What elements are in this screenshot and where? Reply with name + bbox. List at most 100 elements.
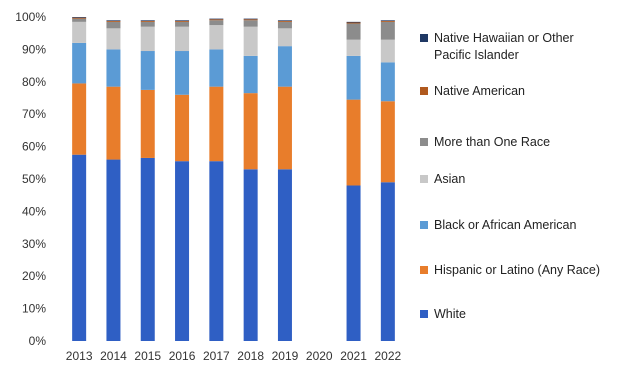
legend-swatch — [420, 266, 428, 274]
bar-segment — [243, 19, 258, 21]
y-tick-label: 80% — [22, 75, 46, 89]
bar-segment — [380, 39, 395, 63]
bar-segment — [243, 26, 258, 56]
bar-segment — [140, 20, 155, 22]
bar-segment — [72, 18, 87, 22]
legend-label: More than One Race — [434, 135, 551, 149]
legend-swatch — [420, 138, 428, 146]
bar-segment — [380, 101, 395, 183]
bar-segment — [72, 17, 87, 18]
bar-segment — [106, 49, 121, 87]
bar-segment — [140, 157, 155, 341]
bar-segment — [346, 99, 361, 186]
bar-segment — [243, 55, 258, 94]
bar-segment — [209, 161, 224, 341]
legend-label: Native Hawaiian or Other Pacific Islander — [434, 31, 574, 62]
legend-item: White — [420, 306, 466, 323]
legend-swatch — [420, 310, 428, 318]
legend-item: More than One Race — [420, 134, 550, 151]
legend-swatch — [420, 34, 428, 42]
bar-segment — [209, 18, 224, 20]
y-tick-label: 40% — [22, 204, 46, 218]
x-tick-label: 2018 — [237, 349, 264, 363]
bar-segment — [277, 28, 292, 47]
legend-item: Hispanic or Latino (Any Race) — [420, 262, 600, 279]
x-tick-label: 2013 — [66, 349, 93, 363]
bar-segment — [140, 51, 155, 90]
bar-segment — [175, 20, 190, 21]
x-tick-label: 2015 — [134, 349, 161, 363]
bar-segment — [380, 21, 395, 40]
x-tick-label: 2019 — [272, 349, 299, 363]
bar-segment — [72, 154, 87, 341]
bar-segment — [72, 83, 87, 155]
bar-segment — [209, 25, 224, 50]
y-tick-label: 60% — [22, 140, 46, 154]
bar-area — [72, 17, 395, 341]
bar-segment — [277, 20, 292, 22]
bar-segment — [380, 20, 395, 21]
y-tick-label: 90% — [22, 42, 46, 56]
y-tick-label: 50% — [22, 172, 46, 186]
bar-segment — [277, 86, 292, 170]
bar-segment — [106, 159, 121, 341]
bar-segment — [243, 169, 258, 341]
x-tick-label: 2022 — [374, 349, 401, 363]
bar-segment — [209, 19, 224, 21]
bar-segment — [243, 20, 258, 27]
bar-segment — [106, 21, 121, 29]
bar-segment — [175, 161, 190, 341]
bar-segment — [346, 23, 361, 40]
bar-segment — [106, 20, 121, 21]
bar-segment — [243, 18, 258, 20]
bar-segment — [106, 20, 121, 22]
bar-segment — [72, 17, 87, 19]
legend-swatch — [420, 87, 428, 95]
bar-segment — [140, 21, 155, 27]
y-tick-label: 70% — [22, 107, 46, 121]
legend-label: White — [434, 307, 466, 321]
bar-segment — [277, 20, 292, 21]
legend-label: Asian — [434, 172, 466, 186]
bar-segment — [209, 49, 224, 87]
x-tick-label: 2014 — [100, 349, 127, 363]
x-axis: 2013 2014 2015 2016 2017 2018 2019 2020 2021 2022 — [66, 349, 402, 363]
bar-segment — [175, 21, 190, 27]
bar-segment — [140, 26, 155, 52]
bar-segment — [346, 39, 361, 56]
bar-segment — [140, 89, 155, 158]
bar-segment — [175, 94, 190, 162]
legend-label: Black or African American — [434, 218, 577, 232]
legend-swatch — [420, 221, 428, 229]
y-axis: 0% 10% 20% 30% 40% 50% 60% 70% 80% 90% 100% — [15, 10, 46, 348]
legend-item: Native Hawaiian or Other Pacific Islander — [420, 30, 574, 64]
bar-segment — [277, 46, 292, 87]
legend-swatch — [420, 175, 428, 183]
legend-item: Black or African American — [420, 217, 576, 234]
y-tick-label: 10% — [22, 302, 46, 316]
bar-segment — [380, 20, 395, 22]
bar-segment — [277, 21, 292, 29]
y-tick-label: 30% — [22, 237, 46, 251]
bar-segment — [175, 51, 190, 95]
y-tick-label: 100% — [15, 10, 46, 24]
y-tick-label: 0% — [29, 334, 47, 348]
bar-segment — [380, 62, 395, 102]
bar-segment — [346, 21, 361, 23]
bar-segment — [72, 21, 87, 43]
bar-segment — [380, 182, 395, 341]
bar-segment — [140, 20, 155, 21]
bar-segment — [72, 42, 87, 84]
x-tick-label: 2021 — [340, 349, 367, 363]
bar-segment — [346, 55, 361, 100]
bar-segment — [277, 169, 292, 341]
bar-segment — [346, 185, 361, 341]
y-tick-label: 20% — [22, 269, 46, 283]
bar-segment — [346, 22, 361, 24]
bar-segment — [209, 86, 224, 162]
bar-segment — [209, 20, 224, 26]
legend-item: Asian — [420, 171, 465, 188]
bar-segment — [243, 93, 258, 170]
bar-segment — [106, 28, 121, 50]
